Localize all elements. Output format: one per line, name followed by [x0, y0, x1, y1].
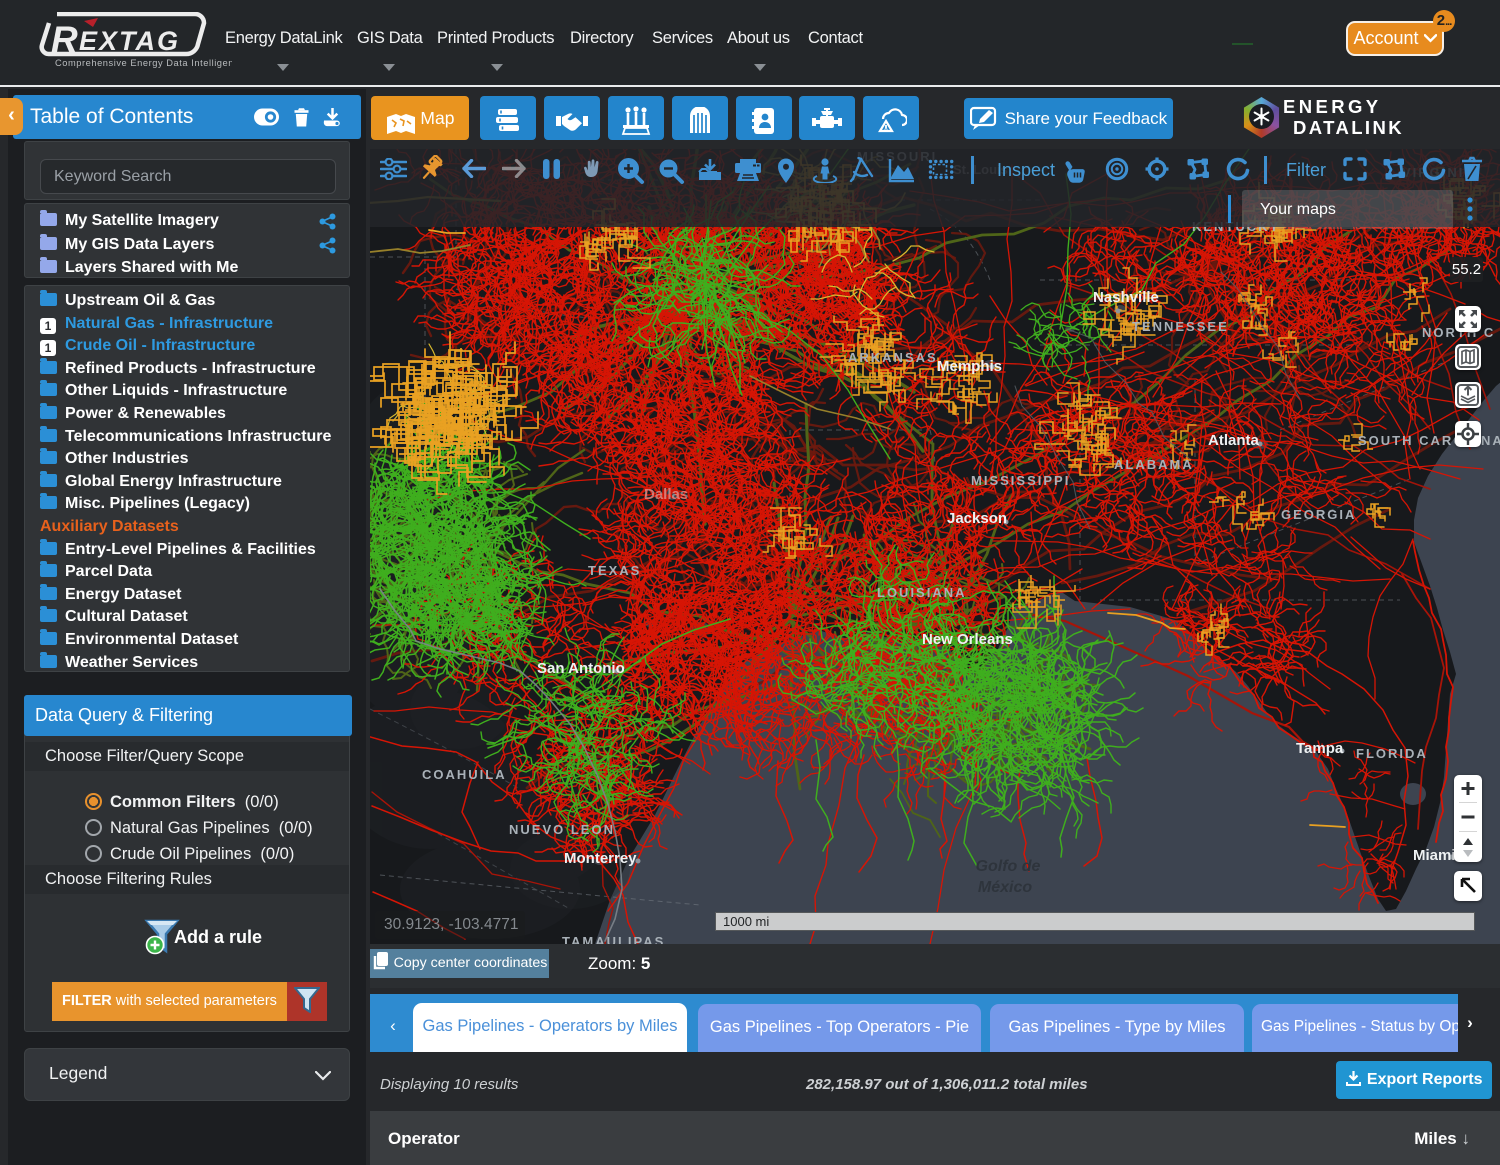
svg-text:GEORGIA: GEORGIA — [1281, 507, 1356, 522]
svg-text:New Orleans: New Orleans — [922, 631, 1013, 648]
svg-text:R: R — [51, 19, 78, 60]
svg-text:Tampa: Tampa — [1296, 740, 1344, 757]
svg-text:NUEVO LEON: NUEVO LEON — [509, 822, 615, 837]
svg-text:ARKANSAS: ARKANSAS — [848, 350, 938, 365]
svg-text:Memphis: Memphis — [937, 358, 1002, 375]
svg-text:LOUISIANA: LOUISIANA — [877, 585, 967, 600]
svg-text:TAMAULIPAS: TAMAULIPAS — [562, 934, 665, 944]
svg-text:EXTAG: EXTAG — [79, 26, 180, 56]
svg-text:ALABAMA: ALABAMA — [1114, 457, 1194, 472]
svg-text:DATALINK: DATALINK — [1293, 117, 1404, 138]
svg-text:COAHUILA: COAHUILA — [422, 767, 507, 782]
svg-text:Comprehensive Energy Data Inte: Comprehensive Energy Data Intelligence — [55, 58, 232, 68]
svg-text:Miami: Miami — [1413, 847, 1456, 864]
svg-text:Dallas: Dallas — [644, 486, 688, 503]
svg-text:México: México — [978, 879, 1032, 896]
svg-text:Atlanta: Atlanta — [1208, 432, 1259, 449]
svg-text:FLORIDA: FLORIDA — [1356, 746, 1428, 761]
svg-text:ENERGY: ENERGY — [1283, 96, 1382, 117]
svg-text:Jackson: Jackson — [947, 510, 1007, 527]
svg-text:MISSISSIPPI: MISSISSIPPI — [971, 473, 1070, 488]
svg-text:Monterrey: Monterrey — [564, 850, 637, 867]
svg-text:TENNESSEE: TENNESSEE — [1132, 319, 1229, 334]
svg-text:TEXAS: TEXAS — [588, 563, 641, 578]
svg-text:San Antonio: San Antonio — [537, 660, 625, 677]
svg-text:Golfo de: Golfo de — [976, 858, 1041, 875]
svg-text:Nashville: Nashville — [1093, 289, 1159, 306]
